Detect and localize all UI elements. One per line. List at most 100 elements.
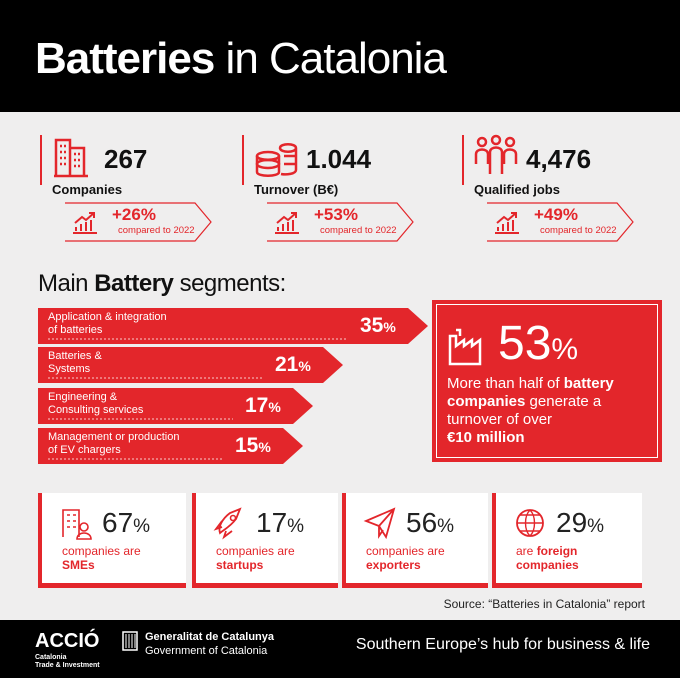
- bracket: [462, 135, 464, 185]
- profile-line: exporters: [366, 558, 421, 572]
- segment-bar: [38, 308, 428, 344]
- stat-value: 1.044: [306, 144, 372, 174]
- icon-shape: [267, 202, 414, 242]
- icon-shape: [38, 347, 343, 383]
- profile-text-bold: companies: [516, 558, 579, 572]
- segment-label: Engineering &: [48, 391, 118, 403]
- profile-icon: [213, 507, 242, 540]
- profile-value: 56: [406, 507, 438, 538]
- profile-line: companies are: [366, 544, 445, 558]
- icon-shape: [38, 388, 313, 424]
- stat-label: Turnover (B€): [254, 182, 339, 197]
- icon-shape: [65, 202, 212, 242]
- brand-sub-line: Catalonia: [35, 654, 67, 661]
- profile-number: 29%: [556, 507, 604, 539]
- gov: Generalitat de Catalunya: [145, 631, 274, 643]
- gov-en: Government of Catalonia: [145, 645, 268, 657]
- icon-shape: [76, 532, 92, 540]
- stat-icon: [255, 143, 298, 177]
- footer-bar: ACCIÓ Catalonia Trade & Investment Gener…: [0, 620, 680, 678]
- brand-sub: Catalonia Trade & Investment: [35, 654, 100, 670]
- segment-value: 35%: [360, 314, 396, 338]
- icon-shape: [79, 522, 89, 532]
- segment-value: 17%: [245, 394, 281, 418]
- profile-text: companies are: [366, 544, 445, 558]
- change-box: [65, 202, 212, 242]
- icon-shape: [229, 514, 237, 522]
- trend-icon: [275, 212, 299, 234]
- segment-value: 21%: [275, 353, 311, 377]
- unit: %: [268, 399, 281, 415]
- stat-change: +26%: [112, 205, 156, 224]
- icon-shape: [275, 212, 299, 234]
- stat-label: Companies: [52, 182, 123, 197]
- segments-title-post: segments:: [179, 270, 287, 297]
- icon-shape: [517, 509, 543, 537]
- stat-compared: compared to 2022: [320, 225, 397, 236]
- profile-value: 29: [556, 507, 588, 538]
- profile-value: 67: [102, 507, 134, 538]
- change-box: [267, 202, 414, 242]
- icon-shape: [448, 328, 482, 366]
- profile-card: 17% companies are startups: [192, 493, 338, 588]
- profile-text: are: [516, 544, 534, 558]
- icon-shape: [490, 134, 502, 146]
- profile-text: companies are: [216, 544, 295, 558]
- segments-title-bold: Battery: [94, 270, 174, 297]
- stat-compared: compared to 2022: [540, 225, 617, 236]
- trend-icon: [73, 212, 97, 234]
- segment-label: Consulting services: [48, 404, 144, 416]
- segment-label: Batteries &: [48, 350, 102, 362]
- title-bold: Batteries: [35, 34, 215, 83]
- source: Source: “Batteries in Catalonia” report: [443, 597, 645, 611]
- title-rest: in Catalonia: [225, 34, 447, 83]
- highlight-value: 53: [498, 317, 552, 370]
- segment-bar: [38, 428, 303, 464]
- profile-line: companies are: [62, 544, 141, 558]
- profile-unit: %: [437, 516, 455, 537]
- text: turnover of over: [447, 411, 553, 428]
- text: generate a: [529, 393, 602, 410]
- profile-icon: [363, 507, 396, 540]
- profile-icon: [516, 509, 544, 537]
- profile-value: 17: [256, 507, 288, 538]
- unit: %: [298, 358, 311, 374]
- profile-text-bold: foreign: [536, 544, 578, 558]
- segment-label: Systems: [48, 363, 91, 375]
- header-bar: [0, 0, 680, 112]
- icon-shape: [487, 202, 634, 242]
- profile-unit: %: [587, 516, 605, 537]
- title: Batteries in Catalonia: [35, 34, 447, 84]
- profile-line: companies are: [216, 544, 295, 558]
- icon-shape: [474, 146, 518, 174]
- profile-unit: %: [133, 516, 151, 537]
- value: 15: [235, 434, 259, 457]
- stat-icon: [474, 134, 518, 174]
- factory-icon: [448, 328, 482, 366]
- icon-shape: [38, 308, 428, 344]
- stat-value: 4,476: [526, 144, 592, 174]
- highlight-inner-border: [436, 304, 658, 458]
- icon-shape: [255, 150, 281, 162]
- segment-bar: [38, 388, 313, 424]
- profile-number: 56%: [406, 507, 454, 539]
- stat-change: +49%: [534, 205, 578, 224]
- trend-icon: [495, 212, 519, 234]
- brand-sub-line: Trade & Investment: [35, 662, 100, 669]
- profile-line: startups: [216, 558, 263, 572]
- brand: ACCIÓ: [35, 630, 100, 652]
- profile-number: 67%: [102, 507, 150, 539]
- profile-icon: [62, 509, 92, 540]
- profile-line: SMEs: [62, 558, 95, 572]
- stat-icon: [54, 138, 88, 178]
- profile-number: 17%: [256, 507, 304, 539]
- stat-compared: compared to 2022: [118, 225, 195, 236]
- highlight-text: More than half of battery companies gene…: [447, 375, 614, 447]
- icon-shape: [62, 509, 80, 537]
- profile-text-bold: startups: [216, 558, 264, 572]
- segment-value: 15%: [235, 434, 271, 458]
- profile-card: 67% companies are SMEs: [38, 493, 186, 588]
- bracket: [40, 135, 42, 185]
- segments-title-pre: Main: [38, 270, 89, 297]
